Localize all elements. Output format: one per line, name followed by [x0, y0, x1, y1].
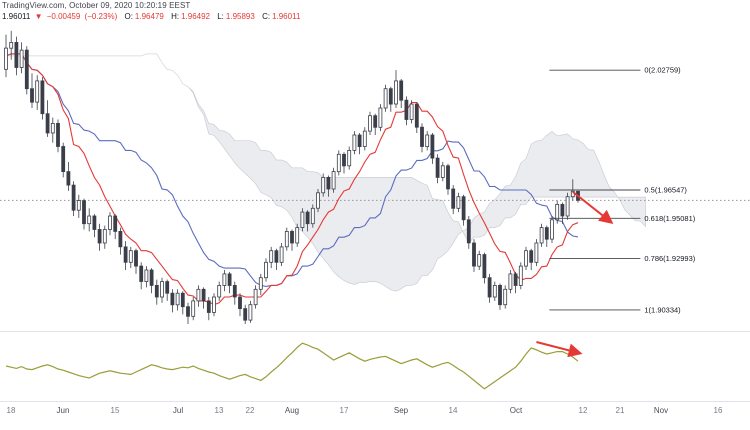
fib-level-label: 1(1.90334) [644, 305, 681, 314]
time-axis-label: 18 [7, 406, 16, 415]
time-axis[interactable]: 18 Jun 15 Jul 13 22 Aug 17 Sep 14 Oct 12 21 Nov 16 [7, 406, 723, 415]
annotation-arrows[interactable] [536, 191, 614, 358]
time-axis-label: 14 [449, 406, 458, 415]
trend-arrow[interactable] [536, 341, 583, 358]
oscillator-line[interactable] [5, 342, 579, 390]
kijun-sen-line[interactable] [5, 53, 579, 287]
time-axis-label: Oct [510, 406, 523, 415]
time-axis-label: 12 [579, 406, 588, 415]
time-axis-label: Jul [173, 406, 183, 415]
time-axis-label: Jun [57, 406, 70, 415]
fib-retracement[interactable]: 0(2.02759) 0.5(1.96547) 0.618(1.95081) 0.78… [549, 66, 696, 315]
time-axis-label: 17 [340, 406, 349, 415]
candlestick-series[interactable] [4, 30, 580, 324]
trend-arrow[interactable] [572, 191, 614, 224]
fib-level-label: 0.618(1.95081) [644, 214, 695, 223]
time-axis-label: 22 [246, 406, 255, 415]
tenkan-sen-line[interactable] [5, 53, 579, 306]
fib-level-label: 0.786(1.92993) [644, 254, 695, 263]
time-axis-label: 21 [616, 406, 625, 415]
time-axis-label: Nov [654, 406, 668, 415]
time-axis-label: Aug [285, 406, 299, 415]
time-axis-label: 15 [111, 406, 120, 415]
ichimoku-cloud[interactable] [6, 53, 646, 292]
fib-level-label: 0.5(1.96547) [644, 186, 687, 195]
time-axis-label: 13 [215, 406, 224, 415]
time-axis-label: Sep [394, 406, 409, 415]
fib-level-label: 0(2.02759) [644, 66, 681, 75]
time-axis-label: 16 [714, 406, 723, 415]
